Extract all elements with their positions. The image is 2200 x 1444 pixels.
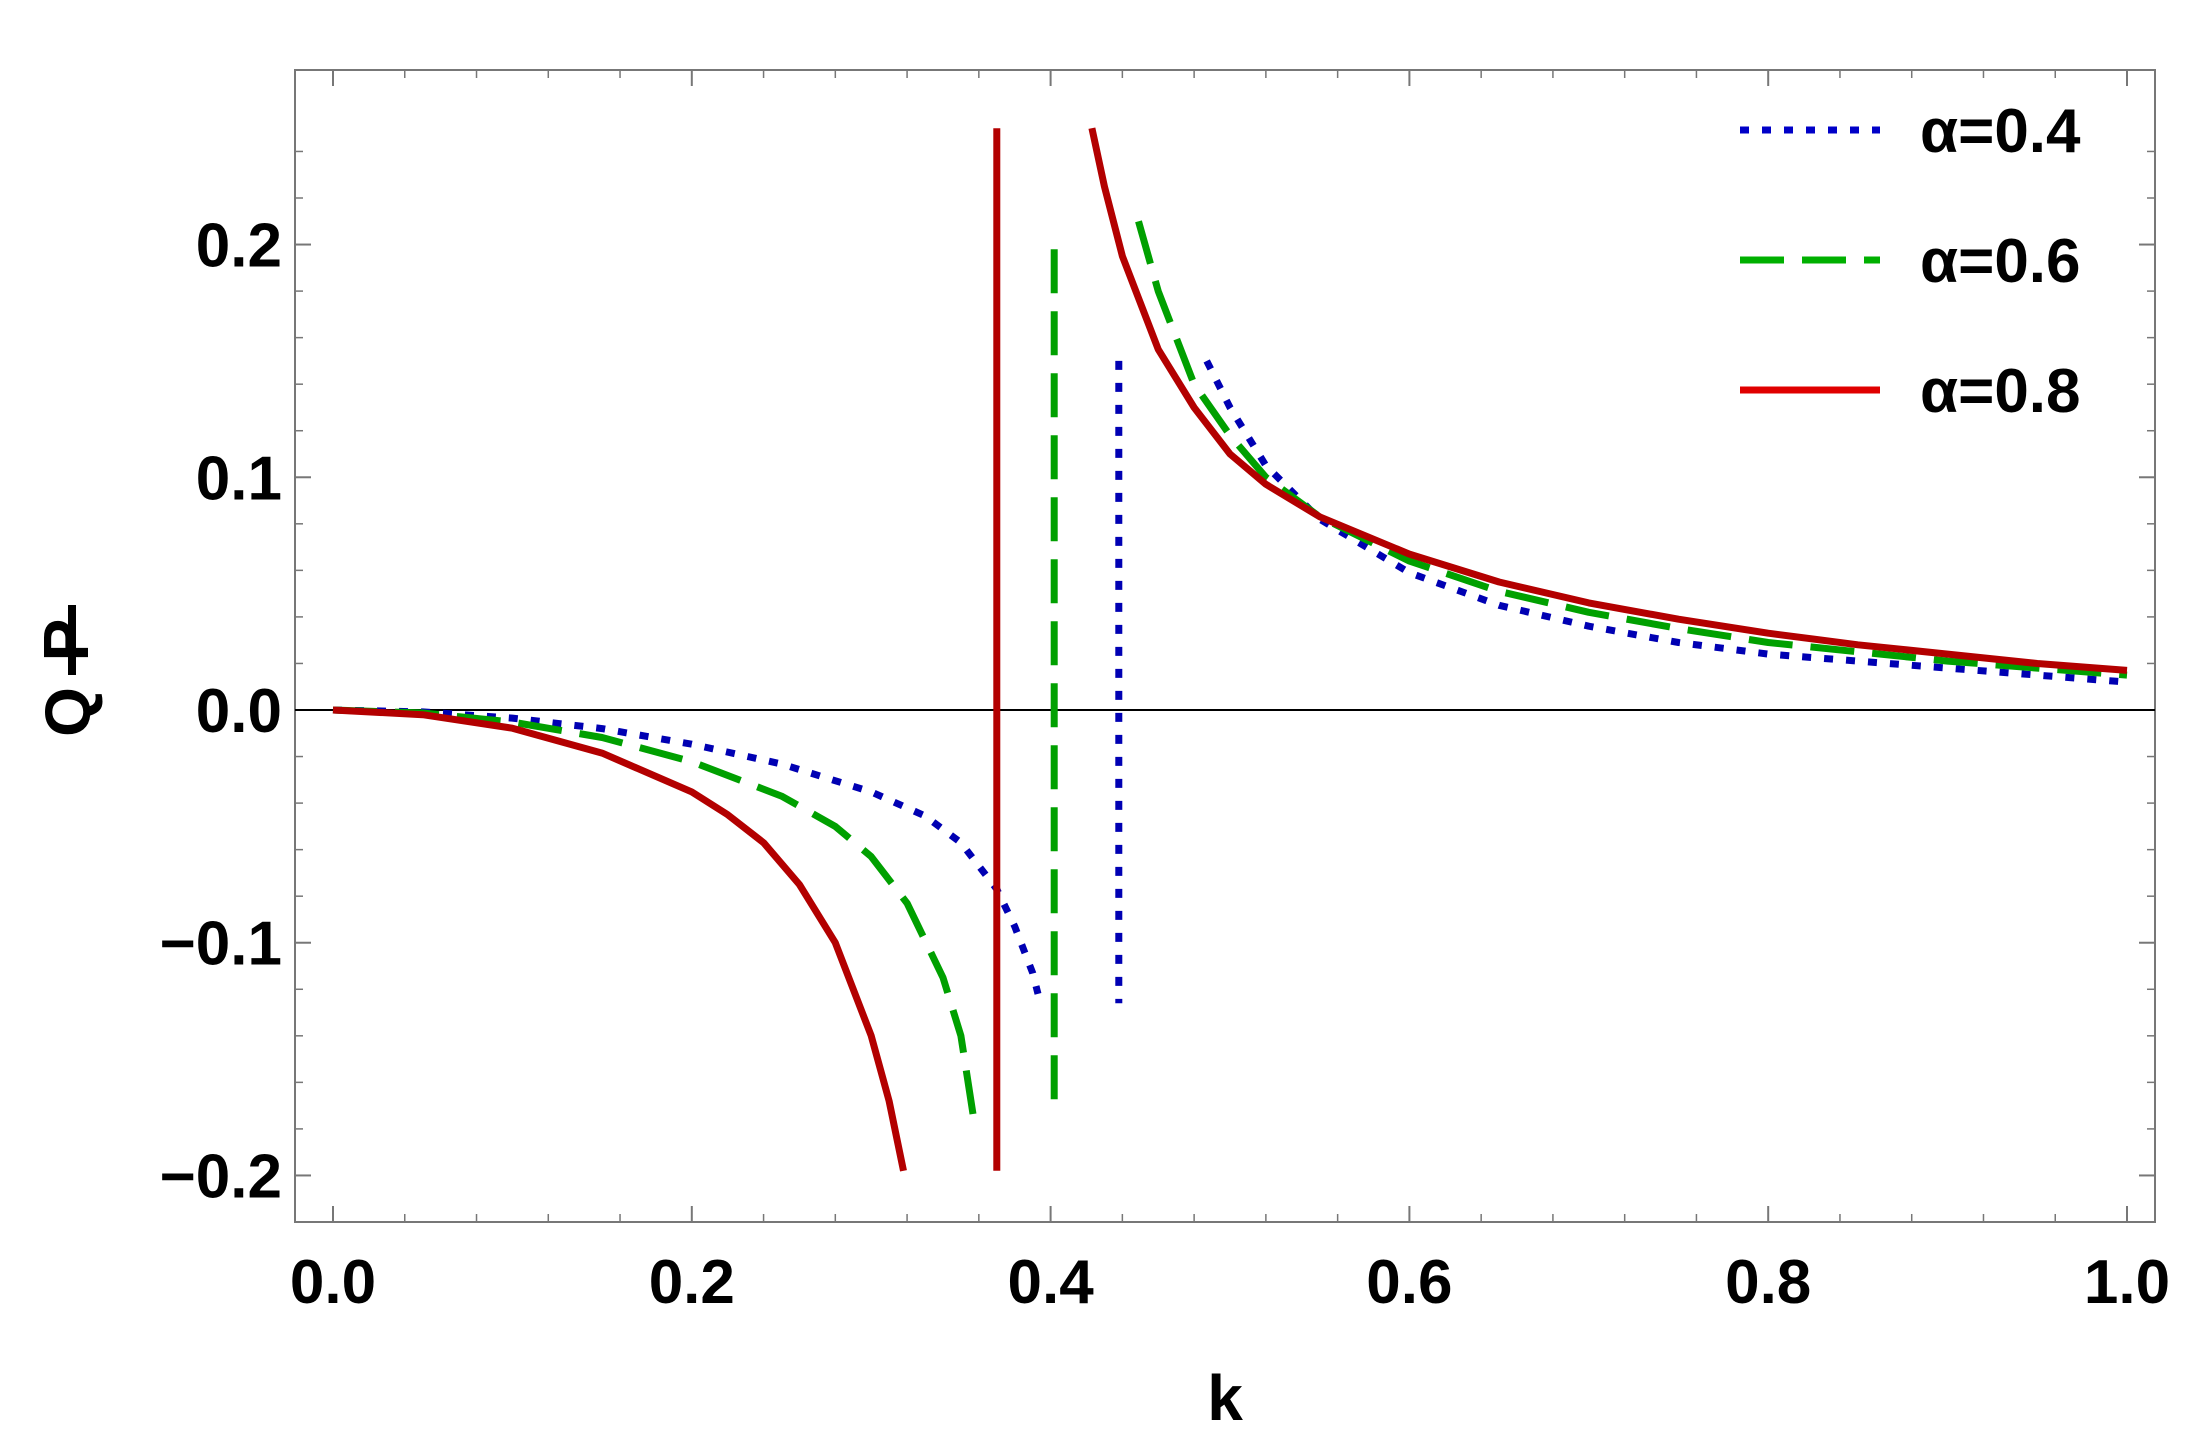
series-line-segment [332, 706, 977, 1118]
x-axis-title: k [1207, 1362, 1243, 1434]
ticks-layer: 0.0 0.2 0.4 0.6 0.8 1.0 −0.2 −0.1 0.0 0.1 0.2 [160, 70, 2170, 1317]
series-line-segment [1203, 359, 2128, 686]
legend-label: α=0.6 [1920, 227, 2081, 296]
y-tick-label: 0.1 [196, 444, 282, 513]
legend-label: α=0.8 [1920, 357, 2081, 426]
series-2 [332, 127, 2128, 1172]
series-line-segment [1135, 220, 2128, 679]
series-line-segment [332, 706, 907, 1172]
y-axis-title: P Q [30, 605, 104, 737]
legend-label: α=0.4 [1920, 97, 2081, 166]
series-line-segment [332, 706, 1042, 995]
x-tick-label: 1.0 [2084, 1248, 2170, 1317]
x-tick-label: 0.8 [1725, 1248, 1811, 1317]
plot-frame [294, 69, 2156, 1223]
y-tick-label: −0.1 [160, 910, 282, 979]
x-tick-label: 0.4 [1007, 1248, 1094, 1317]
y-axis-title-denominator: Q [32, 687, 104, 737]
series-line-segment [1088, 127, 2128, 674]
series-0 [332, 359, 2128, 1004]
x-tick-label: 0.0 [290, 1248, 376, 1317]
y-tick-label: 0.2 [196, 212, 282, 281]
legend: α=0.4 α=0.6 α=0.8 [1740, 97, 2081, 426]
x-tick-label: 0.2 [649, 1248, 735, 1317]
series-layer [332, 127, 2128, 1172]
y-tick-label: 0.0 [196, 677, 282, 746]
y-tick-label: −0.2 [160, 1142, 282, 1211]
x-tick-label: 0.6 [1366, 1248, 1452, 1317]
series-1 [332, 220, 2128, 1118]
y-axis-title-numerator: P [30, 619, 102, 662]
